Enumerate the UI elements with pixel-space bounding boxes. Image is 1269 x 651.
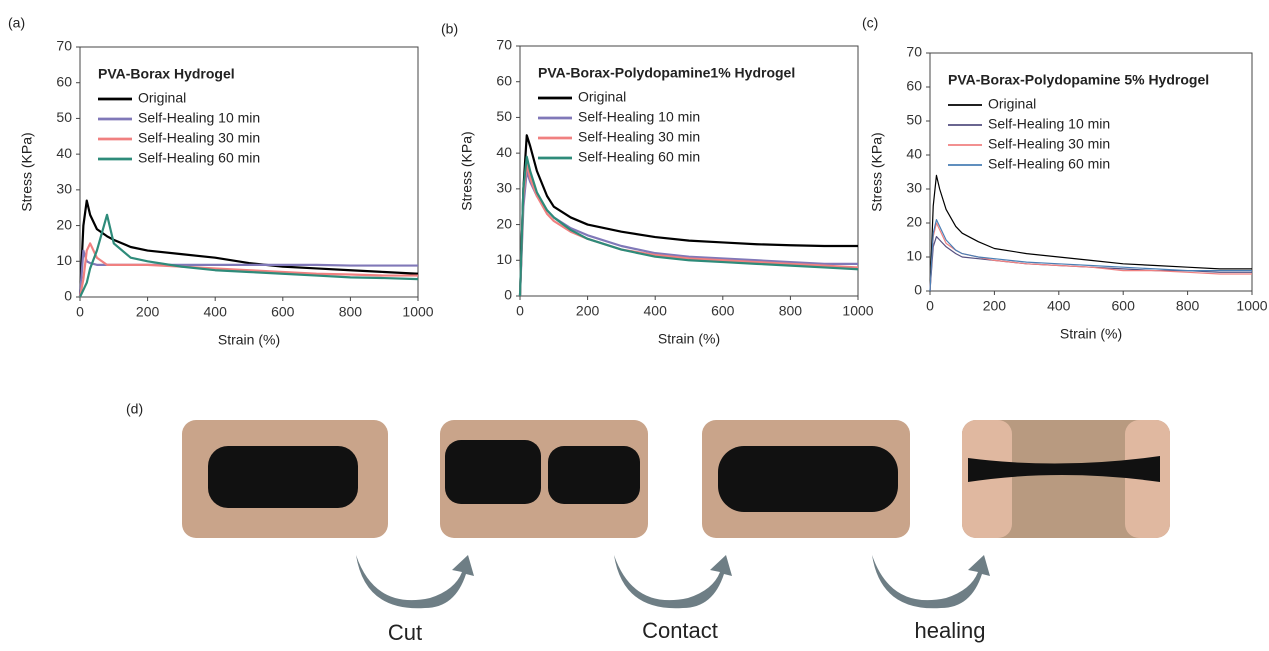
data-line (929, 174, 1252, 292)
plot-frame (79, 46, 419, 298)
x-tick-label: 400 (644, 303, 668, 319)
x-tick-label: 200 (576, 303, 600, 319)
step-label: Cut (388, 620, 422, 645)
panel-label: (a) (8, 15, 25, 31)
y-tick-label: 0 (64, 288, 72, 304)
arrow (872, 555, 990, 609)
y-tick-label: 50 (906, 112, 922, 128)
y-tick-label: 0 (914, 282, 922, 298)
y-tick-label: 70 (906, 44, 922, 60)
y-tick-label: 40 (496, 144, 512, 160)
x-tick-label: 0 (76, 304, 84, 320)
y-tick-label: 10 (906, 248, 922, 264)
y-tick-label: 0 (504, 287, 512, 303)
arrow (356, 555, 474, 609)
x-tick-label: 400 (204, 304, 228, 320)
arrows (356, 555, 990, 609)
x-tick-label: 600 (1112, 298, 1136, 314)
x-tick-label: 200 (983, 298, 1007, 314)
x-tick-label: 800 (339, 304, 363, 320)
y-tick-label: 50 (56, 109, 72, 125)
y-tick-label: 70 (496, 37, 512, 53)
x-tick-label: 0 (926, 298, 934, 314)
y-tick-label: 30 (56, 181, 72, 197)
data-line (78, 242, 418, 298)
x-tick-label: 1000 (1236, 298, 1267, 314)
legend-label: Original (578, 89, 626, 105)
x-tick-label: 800 (1176, 298, 1200, 314)
legend-label: Self-Healing 10 min (988, 116, 1110, 132)
step-label: Contact (642, 618, 718, 643)
y-tick-label: 10 (496, 251, 512, 267)
y-tick-label: 40 (56, 145, 72, 161)
x-tick-label: 200 (136, 304, 160, 320)
data-line (929, 219, 1252, 292)
x-tick-label: 600 (711, 303, 735, 319)
gel (208, 446, 358, 508)
y-tick-label: 60 (496, 72, 512, 88)
y-tick-label: 40 (906, 146, 922, 162)
data-line (929, 222, 1252, 292)
arrow (614, 555, 732, 609)
legend-label: Self-Healing 30 min (138, 130, 260, 146)
plot-frame (519, 45, 859, 297)
y-tick-label: 70 (56, 38, 72, 54)
panel-label: (b) (441, 21, 458, 37)
panel-label: (c) (862, 15, 878, 31)
legend-label: Self-Healing 10 min (578, 109, 700, 125)
step-label: healing (915, 618, 986, 643)
y-tick-label: 10 (56, 252, 72, 268)
legend-label: Original (138, 90, 186, 106)
panel-label: (d) (126, 401, 143, 417)
data-line (518, 169, 858, 297)
data-line (78, 199, 419, 298)
chart-title: PVA-Borax Hydrogel (98, 66, 235, 82)
x-axis-label: Strain (%) (1060, 326, 1122, 342)
y-tick-label: 20 (496, 215, 512, 231)
legend-label: Self-Healing 30 min (578, 129, 700, 145)
y-tick-label: 60 (906, 78, 922, 94)
y-tick-label: 20 (56, 216, 72, 232)
legend-label: Self-Healing 60 min (578, 149, 700, 165)
photo (962, 420, 1170, 538)
x-tick-label: 1000 (842, 303, 873, 319)
legend-label: Self-Healing 60 min (988, 156, 1110, 172)
y-tick-label: 30 (906, 180, 922, 196)
legend-label: Original (988, 96, 1036, 112)
legend-label: Self-Healing 30 min (988, 136, 1110, 152)
x-tick-label: 600 (271, 304, 295, 320)
y-tick-label: 60 (56, 73, 72, 89)
y-axis-label: Stress (KPa) (869, 132, 885, 211)
data-line (929, 236, 1252, 292)
x-tick-label: 800 (779, 303, 803, 319)
y-tick-label: 50 (496, 108, 512, 124)
data-line (518, 155, 859, 297)
y-tick-label: 20 (906, 214, 922, 230)
chart-title: PVA-Borax-Polydopamine1% Hydrogel (538, 65, 795, 81)
gel (548, 446, 640, 504)
x-tick-label: 0 (516, 303, 524, 319)
gel (718, 446, 898, 512)
legend-label: Self-Healing 60 min (138, 150, 260, 166)
photos (182, 420, 1170, 538)
gel (445, 440, 541, 504)
chart-title: PVA-Borax-Polydopamine 5% Hydrogel (948, 72, 1209, 88)
x-axis-label: Strain (%) (218, 332, 280, 348)
plot-frame (929, 52, 1253, 292)
data-line (518, 134, 858, 297)
x-tick-label: 1000 (402, 304, 433, 320)
x-axis-label: Strain (%) (658, 331, 720, 347)
legend-label: Self-Healing 10 min (138, 110, 260, 126)
y-tick-label: 30 (496, 180, 512, 196)
gel (968, 456, 1160, 482)
data-line (79, 213, 419, 298)
x-tick-label: 400 (1047, 298, 1071, 314)
y-axis-label: Stress (KPa) (459, 131, 475, 210)
y-axis-label: Stress (KPa) (19, 132, 35, 211)
